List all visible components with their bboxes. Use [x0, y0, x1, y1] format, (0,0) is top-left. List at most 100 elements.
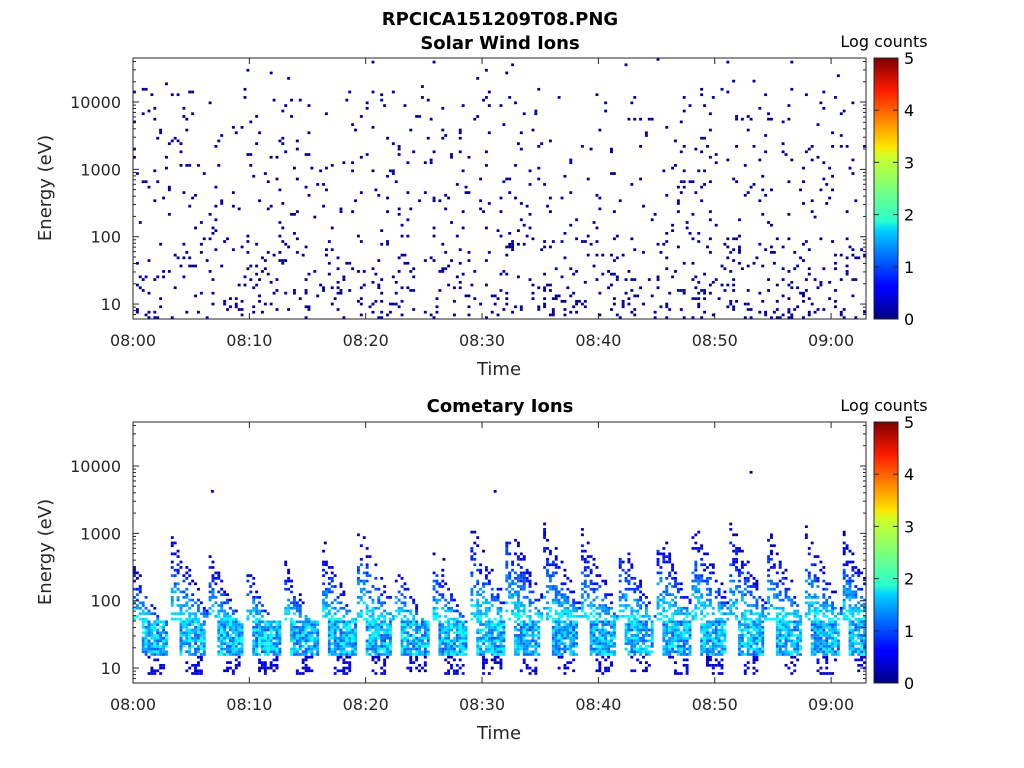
- spectrogram-cell: [610, 172, 613, 175]
- spectrogram-cell: [525, 634, 529, 637]
- spectrogram-cell: [642, 669, 645, 673]
- spectrogram-cell: [252, 644, 256, 648]
- spectrogram-cell: [359, 615, 363, 618]
- spectrogram-cell: [752, 658, 756, 662]
- spectrogram-cell: [196, 587, 200, 591]
- spectrogram-cell: [624, 593, 628, 596]
- spectrogram-cell: [842, 316, 846, 319]
- spectrogram-cell: [415, 609, 419, 613]
- x-tick-label: 08:10: [226, 331, 272, 350]
- spectrogram-cell: [223, 628, 227, 632]
- spectrogram-cell: [706, 628, 709, 632]
- spectrogram-cell: [170, 316, 174, 319]
- spectrogram-cell: [322, 574, 325, 577]
- spectrogram-cell: [356, 533, 360, 537]
- spectrogram-cell: [455, 653, 459, 656]
- spectrogram-cell: [476, 609, 480, 613]
- spectrogram-cell: [435, 310, 439, 314]
- spectrogram-cell: [185, 625, 189, 629]
- spectrogram-cell: [167, 142, 171, 145]
- spectrogram-cell: [220, 653, 224, 656]
- spectrogram-cell: [816, 596, 820, 599]
- spectrogram-cell: [749, 308, 753, 311]
- spectrogram-cell: [668, 606, 672, 610]
- spectrogram-cell: [420, 85, 424, 88]
- spectrogram-cell: [758, 615, 762, 618]
- spectrogram-cell: [796, 609, 800, 613]
- spectrogram-cell: [333, 653, 337, 656]
- spectrogram-cell: [447, 587, 451, 591]
- spectrogram-cell: [575, 606, 579, 610]
- spectrogram-cell: [554, 596, 558, 599]
- spectrogram-cell: [162, 270, 165, 273]
- spectrogram-cell: [339, 642, 343, 645]
- spectrogram-cell: [484, 609, 488, 613]
- spectrogram-cell: [627, 650, 631, 654]
- spectrogram-cell: [519, 218, 523, 222]
- spectrogram-cell: [199, 634, 203, 637]
- spectrogram-cell: [272, 658, 276, 662]
- spectrogram-cell: [397, 153, 401, 156]
- spectrogram-cell: [482, 612, 485, 616]
- spectrogram-cell: [339, 291, 343, 295]
- spectrogram-cell: [644, 620, 648, 624]
- spectrogram-cell: [499, 617, 503, 621]
- spectrogram-cell: [482, 653, 485, 656]
- spectrogram-cell: [694, 533, 698, 537]
- spectrogram-cell: [671, 642, 675, 645]
- spectrogram-cell: [339, 631, 343, 635]
- spectrogram-cell: [368, 653, 372, 656]
- spectrogram-cell: [383, 590, 387, 594]
- spectrogram-cell: [324, 571, 328, 575]
- spectrogram-cell: [624, 596, 628, 599]
- spectrogram-cell: [612, 259, 616, 262]
- spectrogram-cell: [767, 612, 771, 616]
- spectrogram-cell: [761, 264, 765, 268]
- spectrogram-cell: [330, 628, 334, 632]
- spectrogram-cell: [639, 598, 643, 602]
- spectrogram-cell: [516, 242, 520, 246]
- spectrogram-cell: [615, 234, 619, 238]
- spectrogram-cell: [377, 615, 381, 618]
- spectrogram-cell: [551, 631, 555, 635]
- spectrogram-cell: [502, 639, 506, 643]
- spectrogram-cell: [185, 623, 189, 626]
- spectrogram-cell: [220, 625, 224, 629]
- spectrogram-cell: [185, 617, 189, 621]
- spectrogram-cell: [441, 642, 445, 645]
- spectrogram-cell: [601, 628, 605, 632]
- spectrogram-cell: [482, 210, 485, 213]
- spectrogram-cell: [205, 316, 209, 319]
- spectrogram-cell: [461, 653, 465, 656]
- spectrogram-cell: [135, 604, 139, 607]
- spectrogram-cell: [493, 653, 497, 656]
- spectrogram-cell: [133, 568, 136, 572]
- spectrogram-cell: [476, 579, 480, 583]
- spectrogram-cell: [799, 188, 803, 192]
- spectrogram-cell: [371, 617, 375, 621]
- spectrogram-cell: [554, 609, 558, 613]
- spectrogram-cell: [255, 242, 259, 246]
- spectrogram-cell: [557, 625, 561, 629]
- spectrogram-cell: [255, 142, 259, 145]
- spectrogram-cell: [231, 642, 235, 645]
- spectrogram-cell: [377, 623, 381, 626]
- spectrogram-cell: [560, 299, 564, 303]
- spectrogram-cell: [781, 628, 785, 632]
- spectrogram-cell: [415, 644, 419, 648]
- spectrogram-cell: [371, 125, 375, 129]
- spectrogram-cell: [676, 245, 680, 249]
- spectrogram-cell: [499, 289, 503, 292]
- spectrogram-cell: [642, 625, 645, 629]
- spectrogram-cell: [706, 650, 709, 654]
- spectrogram-cell: [388, 596, 392, 599]
- spectrogram-cell: [333, 636, 337, 640]
- spectrogram-cell: [450, 663, 453, 667]
- spectrogram-cell: [807, 552, 811, 556]
- spectrogram-cell: [179, 631, 183, 635]
- spectrogram-cell: [458, 128, 462, 132]
- spectrogram-cell: [825, 202, 829, 205]
- spectrogram-cell: [226, 642, 229, 645]
- spectrogram-cell: [482, 590, 485, 594]
- spectrogram-cell: [729, 522, 733, 526]
